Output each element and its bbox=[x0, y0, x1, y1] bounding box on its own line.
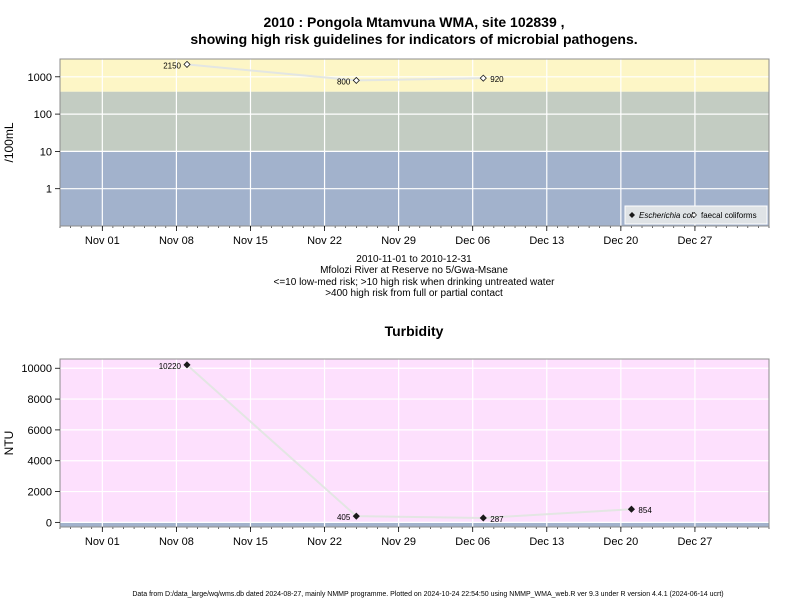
chart1-data-point bbox=[479, 74, 487, 82]
chart1-data-label: 800 bbox=[337, 77, 351, 86]
chart1-x-tick-label: Nov 01 bbox=[85, 235, 120, 247]
chart2-data-label: 10220 bbox=[159, 362, 182, 371]
chart1-risk-band bbox=[60, 59, 769, 92]
chart1-y-tick-label: 1000 bbox=[28, 72, 52, 84]
caption-site: Mfolozi River at Reserve no 5/Gwa-Msane bbox=[320, 265, 508, 276]
chart2-x-tick-label: Nov 15 bbox=[233, 536, 268, 548]
chart2-risk-band bbox=[60, 359, 769, 523]
chart1-data-point bbox=[352, 76, 360, 84]
footer-note: Data from D:/data_large/wq/wms.db dated … bbox=[132, 591, 723, 598]
chart2-data-label: 854 bbox=[638, 506, 652, 515]
chart2-x-tick-label: Nov 22 bbox=[307, 536, 342, 548]
chart1-x-tick-label: Nov 08 bbox=[159, 235, 194, 247]
chart1-y-tick-label: 10 bbox=[40, 146, 52, 158]
chart1-title: 2010 : Pongola Mtamvuna WMA, site 102839… bbox=[263, 14, 564, 30]
chart1-x-tick-label: Nov 22 bbox=[307, 235, 342, 247]
chart1-legend-label: faecal coliforms bbox=[701, 211, 757, 220]
chart2-data-point bbox=[352, 512, 360, 520]
chart2-data-point bbox=[183, 361, 191, 369]
chart2-data-point bbox=[627, 505, 635, 513]
chart1-legend-label: Escherichia coli bbox=[639, 211, 695, 220]
caption-risk-drinking: <=10 low-med risk; >10 high risk when dr… bbox=[274, 277, 556, 288]
microbial-chart: Nov 01 Nov 08 Nov 15 Nov 22 Nov 29 Dec 06 Dec … bbox=[2, 58, 770, 247]
chart1-x-tick-label: Dec 27 bbox=[677, 235, 712, 247]
chart1-legend-marker bbox=[691, 212, 697, 218]
chart2-y-axis-label: NTU bbox=[2, 431, 16, 456]
chart2-y-tick-label: 0 bbox=[46, 517, 52, 529]
chart2-series-line bbox=[186, 364, 632, 519]
caption-date-range: 2010-11-01 to 2010-12-31 bbox=[356, 254, 472, 265]
chart1-risk-band bbox=[60, 91, 769, 152]
chart1-y-tick-label: 1 bbox=[46, 184, 52, 196]
chart2-x-tick-label: Dec 20 bbox=[603, 536, 638, 548]
chart2-y-tick-label: 4000 bbox=[28, 456, 52, 468]
chart1-x-tick-label: Nov 15 bbox=[233, 235, 268, 247]
chart1-x-tick-label: Dec 20 bbox=[603, 235, 638, 247]
chart2-y-tick-label: 10000 bbox=[21, 363, 52, 375]
chart2-data-point bbox=[479, 514, 487, 522]
chart2-y-tick-label: 6000 bbox=[28, 425, 52, 437]
chart1-y-axis-label: /100mL bbox=[2, 122, 16, 162]
chart2-x-tick-label: Nov 08 bbox=[159, 536, 194, 548]
chart2-y-tick-label: 8000 bbox=[28, 394, 52, 406]
chart2-risk-band bbox=[60, 522, 769, 527]
turbidity-chart: Nov 01 Nov 08 Nov 15 Nov 22 Nov 29 Dec 06 Dec … bbox=[2, 358, 770, 548]
chart1-x-tick-label: Dec 13 bbox=[529, 235, 564, 247]
chart2-plot-frame bbox=[59, 358, 770, 528]
chart2-x-tick-label: Dec 27 bbox=[677, 536, 712, 548]
chart1-x-tick-label: Nov 29 bbox=[381, 235, 416, 247]
chart2-title: Turbidity bbox=[385, 323, 444, 339]
chart1-data-point bbox=[183, 60, 191, 68]
chart1-data-label: 2150 bbox=[163, 61, 181, 70]
chart1-data-label: 920 bbox=[490, 75, 504, 84]
chart1-title-line2: showing high risk guidelines for indicat… bbox=[190, 31, 637, 47]
chart1-legend-marker bbox=[629, 212, 635, 218]
chart2-y-tick-label: 2000 bbox=[28, 487, 52, 499]
chart2-x-tick-label: Dec 06 bbox=[455, 536, 490, 548]
chart2-x-tick-label: Nov 01 bbox=[85, 536, 120, 548]
chart1-plot-frame bbox=[59, 58, 770, 227]
chart2-x-tick-label: Dec 13 bbox=[529, 536, 564, 548]
chart1-y-tick-label: 100 bbox=[34, 109, 52, 121]
chart2-data-label: 405 bbox=[337, 513, 351, 522]
chart2-data-label: 287 bbox=[490, 515, 504, 524]
chart1-x-tick-label: Dec 06 bbox=[455, 235, 490, 247]
caption-risk-contact: >400 high risk from full or partial cont… bbox=[325, 288, 503, 299]
chart2-x-tick-label: Nov 29 bbox=[381, 536, 416, 548]
